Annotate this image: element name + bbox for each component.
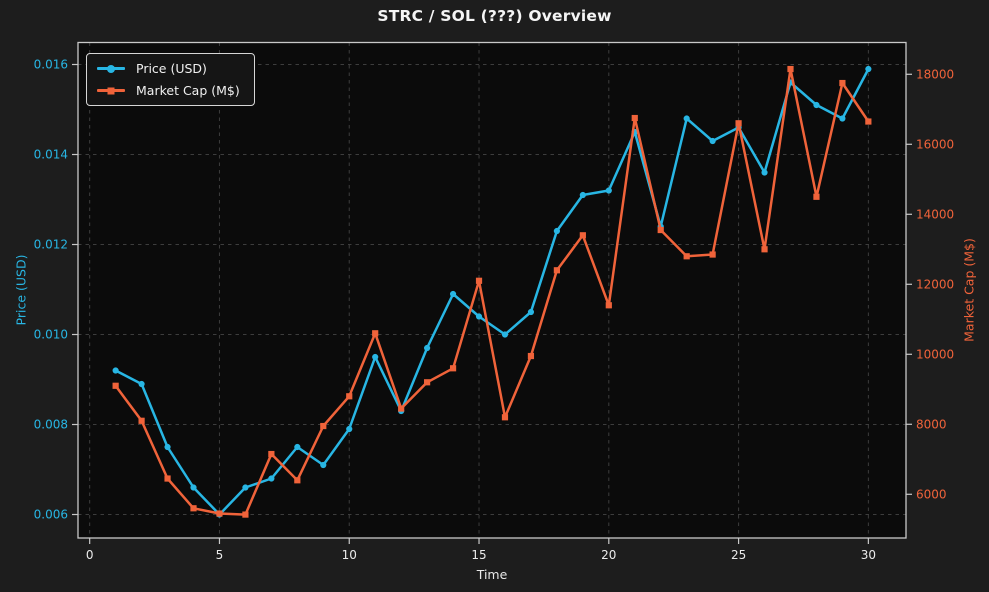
- svg-text:10000: 10000: [916, 347, 954, 361]
- svg-text:0: 0: [86, 548, 94, 562]
- x-gridlines: [89, 42, 869, 538]
- legend-label-price: Price (USD): [136, 61, 207, 76]
- y-gridlines: [78, 64, 906, 516]
- svg-text:14000: 14000: [916, 207, 954, 221]
- svg-text:0.012: 0.012: [34, 238, 68, 252]
- legend: Price (USD) Market Cap (M$): [86, 53, 255, 106]
- circle-marker-icon: [107, 64, 115, 73]
- plot-background: [78, 42, 906, 538]
- svg-text:8000: 8000: [916, 417, 947, 431]
- svg-text:10: 10: [342, 548, 357, 562]
- svg-text:5: 5: [216, 548, 224, 562]
- right-axis-label: Market Cap (M$): [961, 238, 977, 342]
- legend-item-price: Price (USD): [97, 60, 240, 77]
- svg-text:30: 30: [861, 548, 876, 562]
- x-axis-tick-labels: 0 5 10 15 20 25 30: [86, 548, 876, 562]
- marketcap-series-swatch: [97, 82, 125, 99]
- right-axis-tick-labels: 6000 8000 10000 12000 14000 16000 18000: [916, 67, 954, 501]
- svg-text:0.008: 0.008: [34, 418, 68, 432]
- svg-text:0.016: 0.016: [34, 58, 68, 72]
- legend-item-marketcap: Market Cap (M$): [97, 82, 240, 99]
- marketcap-series: [112, 65, 872, 518]
- svg-text:6000: 6000: [916, 487, 947, 501]
- left-axis-tick-labels: 0.006 0.008 0.010 0.012 0.014 0.016: [34, 58, 68, 522]
- svg-text:12000: 12000: [916, 277, 954, 291]
- square-marker-icon: [107, 87, 115, 94]
- svg-text:16000: 16000: [916, 137, 954, 151]
- svg-text:0.014: 0.014: [34, 148, 68, 162]
- svg-text:15: 15: [471, 548, 486, 562]
- x-axis-label: Time: [476, 567, 508, 582]
- svg-text:25: 25: [731, 548, 746, 562]
- axes-spines: [77, 41, 907, 539]
- svg-text:0.006: 0.006: [34, 508, 68, 522]
- svg-text:0.010: 0.010: [34, 328, 68, 342]
- chart-title: STRC / SOL (???) Overview: [377, 7, 612, 25]
- svg-text:20: 20: [601, 548, 616, 562]
- svg-text:18000: 18000: [916, 67, 954, 81]
- price-series-swatch: [97, 60, 125, 77]
- axis-tick-marks: [72, 63, 912, 544]
- legend-label-marketcap: Market Cap (M$): [136, 83, 240, 98]
- left-axis-label: Price (USD): [13, 254, 29, 326]
